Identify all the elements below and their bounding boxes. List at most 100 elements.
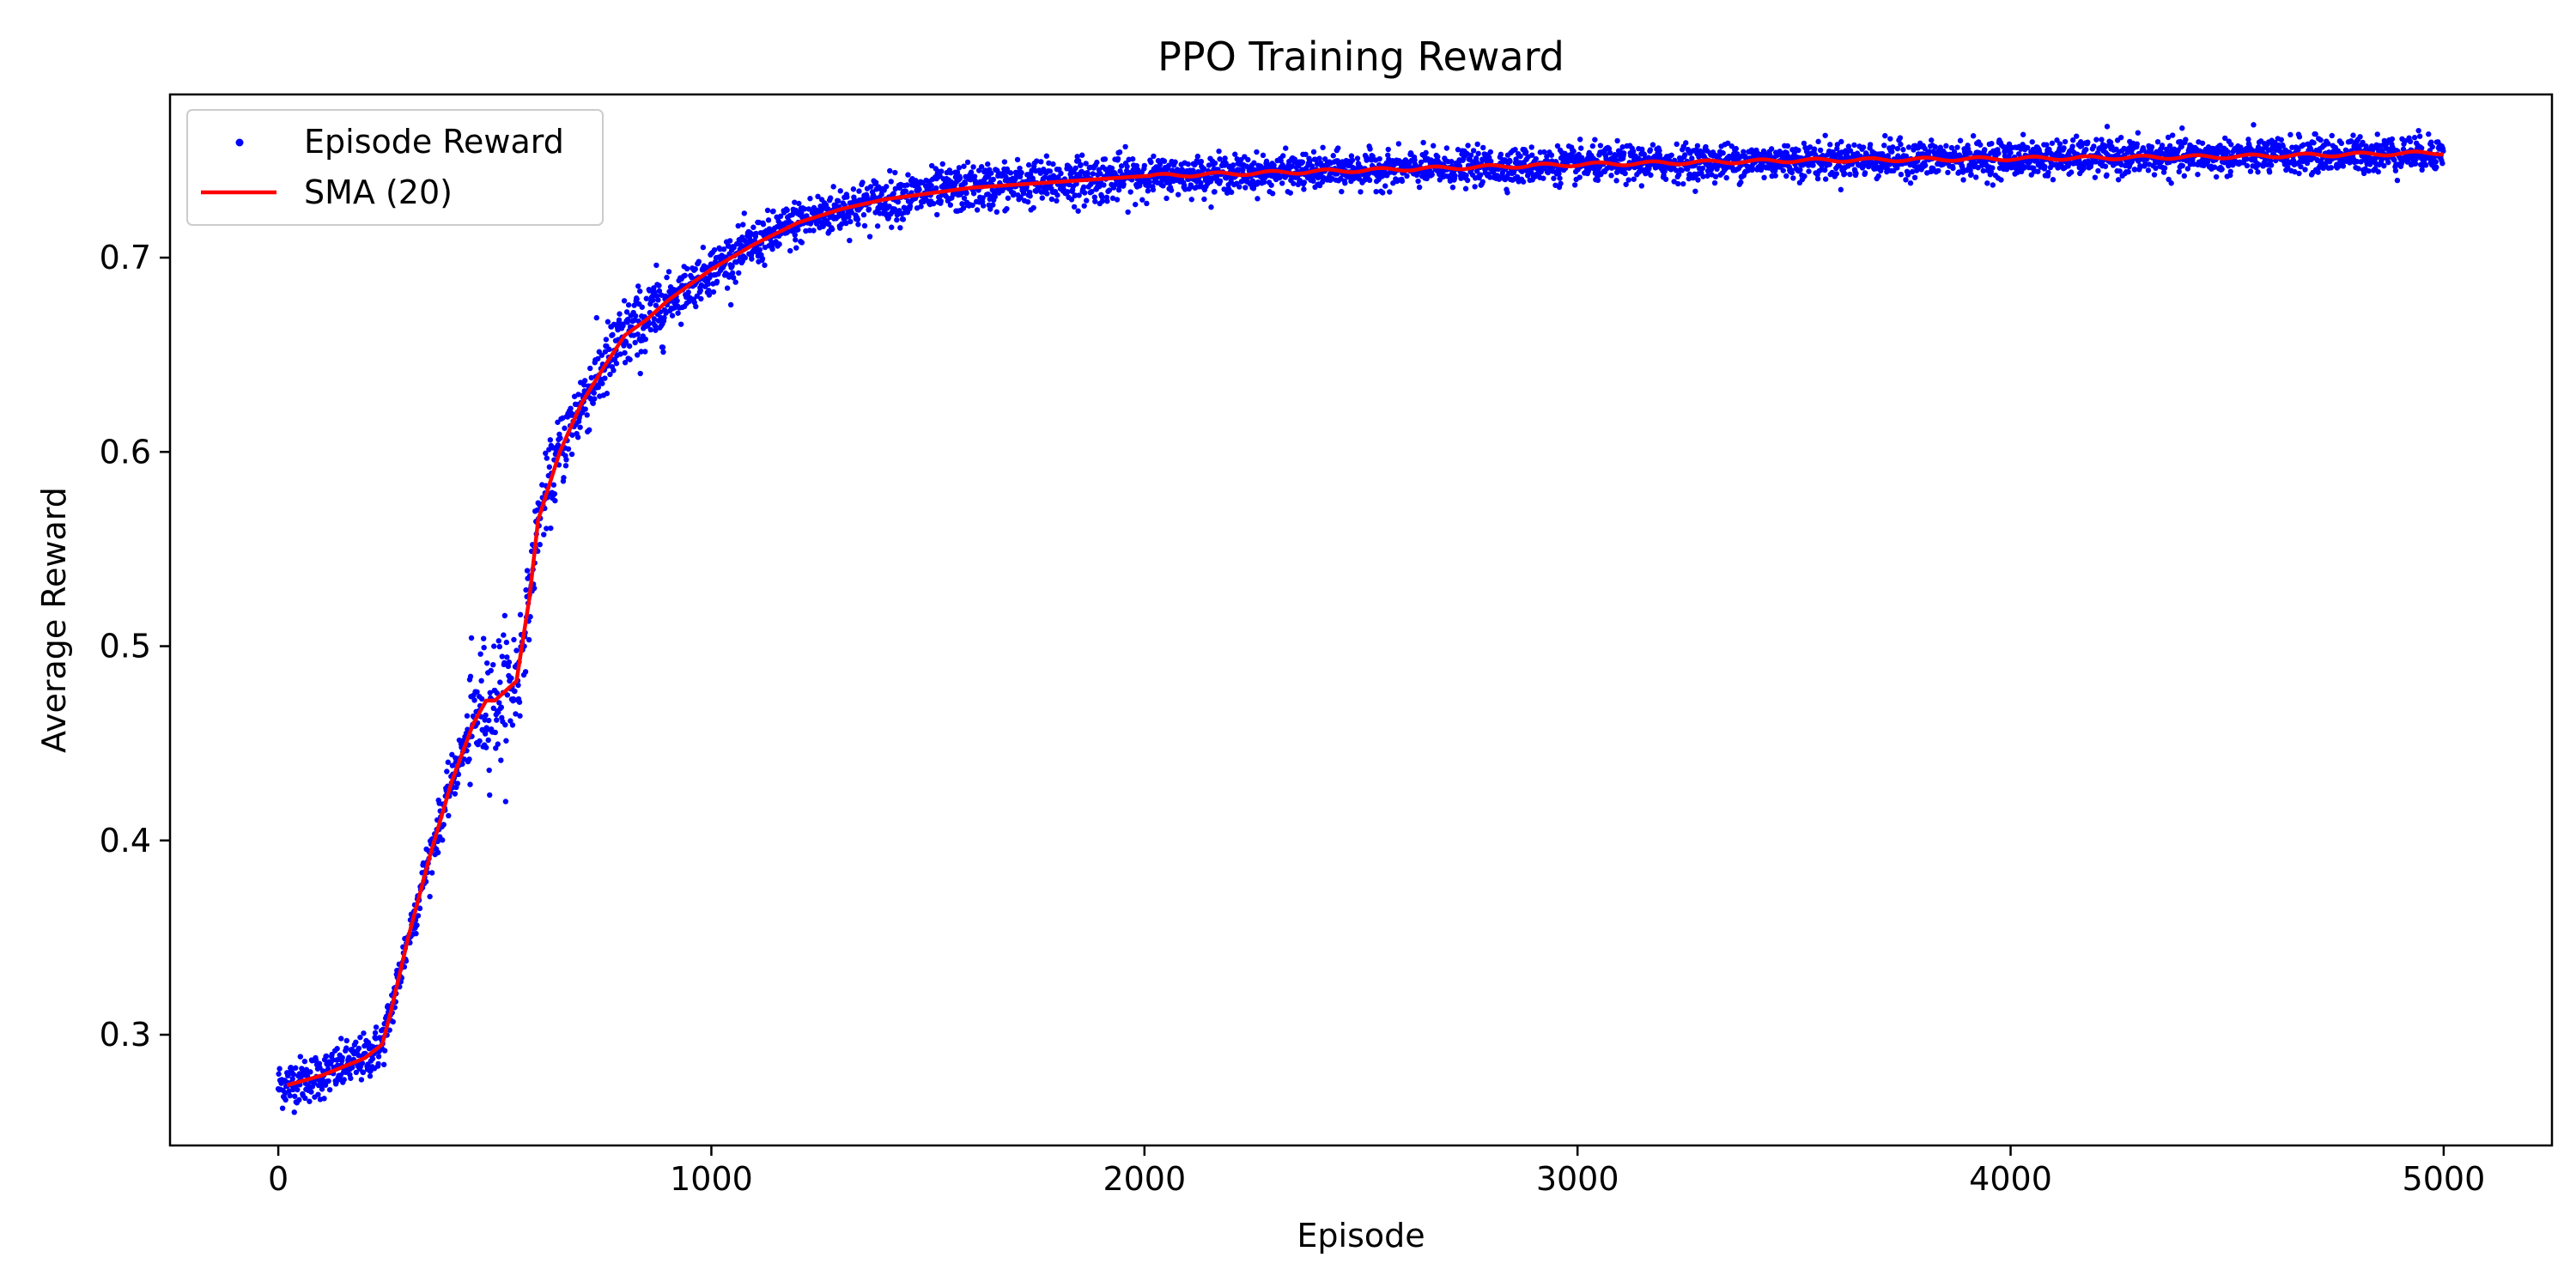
scatter-point bbox=[319, 1077, 325, 1083]
scatter-point bbox=[727, 301, 734, 308]
scatter-point bbox=[1150, 186, 1157, 193]
scatter-point bbox=[617, 311, 623, 317]
scatter-point bbox=[1960, 177, 1966, 183]
scatter-point bbox=[1907, 180, 1914, 186]
scatter-point bbox=[590, 400, 596, 406]
scatter-point bbox=[1954, 144, 1960, 150]
scatter-point bbox=[1201, 196, 1207, 203]
scatter-point bbox=[1898, 171, 1905, 178]
scatter-point bbox=[1957, 137, 1964, 143]
scatter-point bbox=[653, 302, 659, 308]
scatter-point bbox=[1299, 159, 1306, 166]
scatter-point bbox=[928, 162, 935, 169]
scatter-point bbox=[1099, 198, 1106, 204]
scatter-point bbox=[2151, 172, 2158, 178]
scatter-point bbox=[848, 210, 855, 216]
scatter-point bbox=[660, 349, 666, 355]
scatter-point bbox=[499, 653, 506, 659]
scatter-point bbox=[2255, 169, 2261, 175]
scatter-point bbox=[1124, 163, 1130, 170]
scatter-point bbox=[835, 214, 841, 220]
scatter-point bbox=[444, 769, 450, 775]
scatter-point bbox=[918, 204, 924, 210]
scatter-point bbox=[1789, 169, 1795, 176]
scatter-point bbox=[420, 860, 427, 866]
scatter-point bbox=[1260, 152, 1267, 159]
scatter-point bbox=[948, 170, 954, 176]
scatter-point bbox=[1269, 191, 1276, 197]
scatter-point bbox=[1133, 201, 1139, 208]
scatter-point bbox=[311, 1080, 318, 1086]
scatter-point bbox=[1222, 155, 1228, 161]
scatter-point bbox=[611, 368, 617, 374]
scatter-point bbox=[487, 690, 493, 696]
scatter-point bbox=[1380, 190, 1386, 196]
scatter-point bbox=[1682, 152, 1688, 158]
scatter-point bbox=[1711, 179, 1718, 186]
scatter-point bbox=[1973, 174, 1979, 180]
scatter-point bbox=[1404, 173, 1410, 179]
scatter-point bbox=[440, 837, 446, 843]
scatter-point bbox=[1943, 143, 1949, 149]
scatter-point bbox=[481, 645, 487, 651]
scatter-point bbox=[591, 390, 597, 396]
scatter-point bbox=[357, 1034, 363, 1041]
scatter-point bbox=[592, 396, 598, 402]
scatter-point bbox=[1465, 143, 1471, 149]
scatter-point bbox=[878, 191, 884, 197]
scatter-point bbox=[2392, 167, 2399, 173]
scatter-point bbox=[740, 222, 746, 228]
scatter-point bbox=[509, 722, 516, 728]
scatter-point bbox=[616, 317, 623, 323]
scatter-point bbox=[494, 717, 500, 723]
scatter-point bbox=[1898, 141, 1904, 148]
scatter-point bbox=[1342, 180, 1348, 186]
scatter-point bbox=[1577, 174, 1583, 180]
scatter-point bbox=[1929, 137, 1935, 143]
scatter-point bbox=[358, 1077, 365, 1083]
scatter-point bbox=[1504, 190, 1510, 196]
scatter-point bbox=[1679, 167, 1685, 173]
scatter-point bbox=[1115, 155, 1121, 162]
scatter-point bbox=[2433, 164, 2439, 170]
scatter-point bbox=[1838, 186, 1844, 193]
scatter-point bbox=[449, 762, 456, 769]
scatter-point bbox=[2375, 168, 2381, 175]
scatter-point bbox=[1320, 144, 1326, 150]
scatter-point bbox=[887, 167, 893, 174]
scatter-point bbox=[455, 771, 462, 778]
scatter-point bbox=[2181, 173, 2187, 179]
scatter-point bbox=[1145, 188, 1151, 194]
scatter-point bbox=[428, 870, 435, 876]
scatter-point bbox=[661, 314, 667, 321]
scatter-point bbox=[689, 275, 695, 281]
scatter-point bbox=[1881, 143, 1887, 149]
scatter-point bbox=[373, 1024, 380, 1030]
scatter-point bbox=[478, 677, 484, 684]
scatter-point bbox=[1996, 150, 2002, 156]
scatter-point bbox=[792, 199, 798, 205]
scatter-point bbox=[577, 424, 583, 430]
scatter-point bbox=[1662, 168, 1668, 174]
scatter-point bbox=[283, 1097, 289, 1103]
scatter-point bbox=[1125, 209, 1131, 216]
scatter-point bbox=[2325, 141, 2331, 147]
scatter-point bbox=[551, 490, 558, 497]
scatter-point bbox=[1018, 169, 1024, 176]
scatter-point bbox=[471, 697, 477, 703]
scatter-point bbox=[276, 1071, 282, 1077]
scatter-point bbox=[321, 1096, 327, 1102]
scatter-point bbox=[1161, 158, 1168, 164]
scatter-point bbox=[2049, 140, 2056, 146]
scatter-point bbox=[1358, 189, 1364, 195]
scatter-point bbox=[2057, 141, 2063, 147]
scatter-point bbox=[1968, 171, 1974, 178]
scatter-point bbox=[1048, 196, 1055, 203]
scatter-point bbox=[1307, 158, 1313, 164]
scatter-point bbox=[1395, 141, 1402, 147]
scatter-point bbox=[1058, 170, 1064, 177]
scatter-point bbox=[2029, 139, 2035, 145]
scatter-point bbox=[1301, 186, 1307, 192]
scatter-point bbox=[907, 203, 914, 210]
scatter-point bbox=[276, 1066, 283, 1072]
